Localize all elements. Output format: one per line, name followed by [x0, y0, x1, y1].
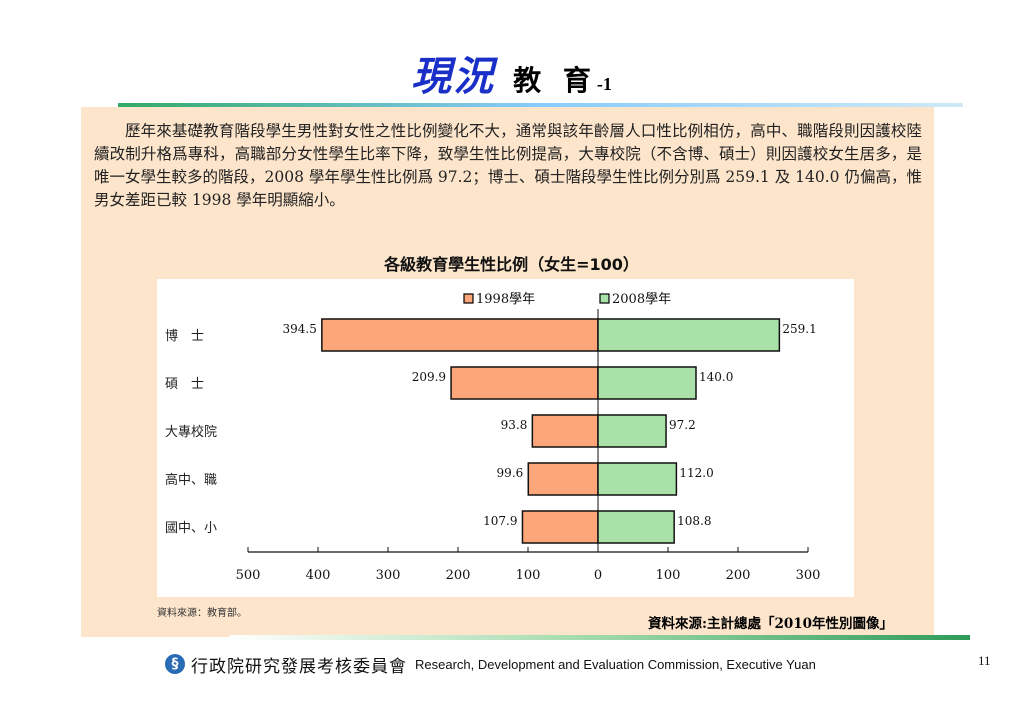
- footer: § 行政院研究發展考核委員會 Research, Development and…: [165, 651, 816, 677]
- x-tick-label: 100: [516, 568, 541, 583]
- category-label: 碩 士: [165, 377, 204, 392]
- bar: [521, 510, 599, 544]
- bar: [597, 366, 697, 400]
- title-main: 現況: [411, 53, 496, 100]
- slide-source-note: 資料來源:主計總處「2010年性別圖像」: [648, 616, 894, 632]
- data-label: 259.1: [782, 322, 816, 336]
- description-paragraph: 歷年來基礎教育階段學生男性對女性之性比例變化不大，通常與該年齡層人口性比例相仿，…: [94, 122, 922, 209]
- x-tick-label: 200: [446, 568, 471, 583]
- data-label: 209.9: [412, 370, 446, 384]
- organization-logo-icon: §: [165, 654, 185, 674]
- data-label: 97.2: [669, 418, 696, 432]
- bar: [527, 462, 599, 496]
- bar: [597, 414, 667, 448]
- legend-label: 2008學年: [612, 292, 671, 307]
- data-label: 394.5: [282, 322, 316, 336]
- bar: [450, 366, 599, 400]
- organization-name-zh: 行政院研究發展考核委員會: [191, 656, 407, 677]
- chart-source-note: 資料來源：教育部。: [157, 608, 247, 619]
- bar: [597, 462, 678, 496]
- bar: [321, 318, 599, 352]
- category-label: 博 士: [165, 329, 204, 344]
- data-label: 93.8: [501, 418, 528, 432]
- slide-title: 現況教 育-1: [0, 44, 1023, 102]
- legend-swatch: [463, 293, 474, 304]
- category-label: 高中、職: [165, 472, 217, 488]
- footer-divider: [230, 635, 970, 640]
- x-tick-label: 300: [796, 568, 821, 583]
- data-label: 107.9: [483, 514, 517, 528]
- chart-plot-area: 1998學年 2008學年博 士 394.5 259.1 碩 士 209.9 140.0 大專…: [157, 279, 854, 597]
- organization-name-en: Research, Development and Evaluation Com…: [415, 656, 816, 672]
- data-label: 140.0: [699, 370, 733, 384]
- bar: [531, 414, 599, 448]
- data-label: 112.0: [679, 466, 713, 480]
- data-label: 108.8: [677, 514, 711, 528]
- title-number: -1: [596, 74, 612, 94]
- x-tick-label: 300: [376, 568, 401, 583]
- title-sub: 教 育: [513, 64, 597, 97]
- chart-title: 各級教育學生性比例（女生=100）: [384, 255, 639, 274]
- bar: [597, 510, 675, 544]
- x-tick-label: 200: [726, 568, 751, 583]
- category-label: 國中、小: [165, 521, 217, 536]
- legend-swatch: [599, 293, 610, 304]
- category-label: 大專校院: [165, 424, 217, 440]
- x-tick-label: 400: [306, 568, 331, 583]
- bar: [597, 318, 781, 352]
- x-tick-label: 0: [594, 568, 602, 583]
- x-tick-label: 100: [656, 568, 681, 583]
- title-underline: [118, 103, 963, 107]
- legend-label: 1998學年: [476, 292, 535, 307]
- page-number: 11: [978, 653, 991, 668]
- x-tick-label: 500: [236, 568, 261, 583]
- data-label: 99.6: [497, 466, 524, 480]
